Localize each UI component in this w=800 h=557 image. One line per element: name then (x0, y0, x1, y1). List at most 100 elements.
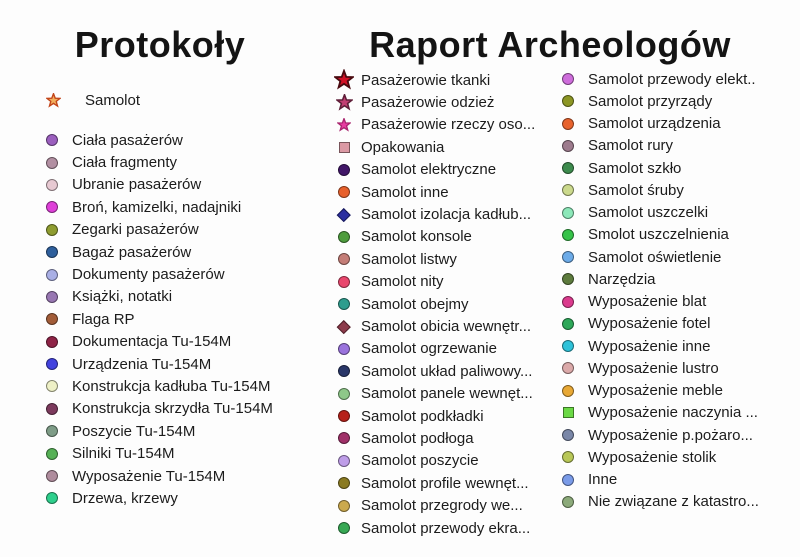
legend-item[interactable]: Samolot obicia wewnętr... (334, 315, 535, 337)
legend-item[interactable]: Ciała pasażerów (45, 129, 273, 151)
legend-item[interactable]: Dokumenty pasażerów (45, 263, 273, 285)
legend-item[interactable]: Opakowania (334, 136, 535, 158)
legend-item-label: Wyposażenie fotel (588, 315, 711, 333)
dot-icon (560, 251, 576, 264)
legend-item-label: Samolot układ paliwowy... (361, 362, 533, 380)
legend-item[interactable]: Książki, notatki (45, 286, 273, 308)
legend-item-label: Pasażerowie rzeczy oso... (361, 116, 536, 134)
legend-item[interactable]: Samolot układ paliwowy... (334, 360, 535, 382)
legend-item[interactable]: Ubranie pasażerów (45, 174, 273, 196)
legend-item[interactable]: Samolot profile wewnęt... (334, 472, 535, 494)
legend-item[interactable]: Samolot konsole (334, 226, 535, 248)
dot-icon (334, 365, 354, 378)
legend-item[interactable]: Samolot listwy (334, 248, 535, 270)
legend-item-label: Samolot elektryczne (361, 161, 497, 179)
legend-item[interactable]: Samolot nity (334, 271, 535, 293)
legend-item[interactable]: Flaga RP (45, 308, 273, 330)
legend-item-label: Samolot listwy (361, 250, 457, 268)
legend-item[interactable]: Samolot inne (334, 181, 535, 203)
legend-item[interactable]: Samolot podłoga (334, 427, 535, 449)
legend-item[interactable]: Samolot śruby (560, 179, 759, 201)
legend-item[interactable]: Samolot przegrody we... (334, 494, 535, 516)
legend-item-label: Samolot konsole (361, 228, 472, 246)
dot-icon (560, 73, 576, 86)
legend-item[interactable]: Wyposażenie stolik (560, 446, 759, 468)
dot-icon (560, 317, 576, 330)
protokoly-title: Protokoły (74, 24, 246, 65)
legend-item[interactable]: Samolot panele wewnęt... (334, 382, 535, 404)
legend-item[interactable]: Inne (560, 469, 759, 491)
dot-icon (45, 246, 58, 259)
legend-item[interactable]: Samolot elektryczne (334, 159, 535, 181)
legend-item[interactable]: Pasażerowie rzeczy oso... (334, 114, 535, 136)
legend-item[interactable]: Konstrukcja kadłuba Tu-154M (45, 375, 273, 397)
legend-item-label: Samolot śruby (588, 181, 684, 199)
dot-icon (560, 95, 576, 108)
legend-item[interactable]: Drzewa, krzewy (45, 487, 273, 509)
legend-item-label: Wyposażenie blat (588, 293, 707, 311)
legend-item-label: Samolot podłoga (361, 429, 474, 447)
legend-item[interactable]: Wyposażenie fotel (560, 313, 759, 335)
legend-item[interactable]: Narzędzia (560, 268, 759, 290)
legend-item[interactable]: Samolot podkładki (334, 405, 535, 427)
legend-item[interactable]: Samolot ogrzewanie (334, 338, 535, 360)
legend-item[interactable]: Zegarki pasażerów (45, 219, 273, 241)
legend-item-label: Samolot obicia wewnętr... (361, 317, 532, 335)
legend-item[interactable]: Poszycie Tu-154M (45, 420, 273, 442)
dot-icon (334, 454, 354, 467)
legend-item[interactable]: Bagaż pasażerów (45, 241, 273, 263)
dot-icon (45, 156, 58, 169)
legend-item[interactable]: Samolot przyrządy (560, 90, 759, 112)
legend-item[interactable]: Ciała fragmenty (45, 151, 273, 173)
legend-item[interactable]: Nie związane z katastro... (560, 491, 759, 513)
legend-item-label: Opakowania (361, 138, 445, 156)
square-icon (334, 141, 354, 153)
dot-icon (560, 340, 576, 353)
legend-item[interactable]: Smolot uszczelnienia (560, 224, 759, 246)
legend-item-label: Samolot przyrządy (588, 92, 713, 110)
dot-icon (45, 134, 58, 147)
legend-item-label: Konstrukcja kadłuba Tu-154M (72, 377, 271, 395)
legend-item[interactable]: Samolot izolacja kadłub... (334, 203, 535, 225)
legend-item[interactable]: Wyposażenie lustro (560, 357, 759, 379)
legend-item[interactable]: Samolot poszycie (334, 450, 535, 472)
legend-item[interactable]: Wyposażenie p.pożaro... (560, 424, 759, 446)
legend-item-label: Samolot oświetlenie (588, 248, 722, 266)
star-icon (45, 92, 61, 108)
legend-item-label: Samolot urządzenia (588, 115, 721, 133)
legend-item[interactable]: Samolot rury (560, 135, 759, 157)
legend-item[interactable]: Samolot przewody elekt.. (560, 68, 759, 90)
legend-item-label: Dokumentacja Tu-154M (72, 333, 232, 351)
dot-icon (334, 387, 354, 400)
legend-item[interactable]: Wyposażenie inne (560, 335, 759, 357)
legend-item[interactable]: Samolot obejmy (334, 293, 535, 315)
legend-item[interactable]: Wyposażenie meble (560, 380, 759, 402)
legend-item[interactable]: Wyposażenie Tu-154M (45, 465, 273, 487)
legend-item[interactable]: Silniki Tu-154M (45, 442, 273, 464)
square-icon (560, 407, 576, 419)
legend-item[interactable]: Konstrukcja skrzydła Tu-154M (45, 398, 273, 420)
legend-item[interactable]: Broń, kamizelki, nadajniki (45, 196, 273, 218)
legend-item[interactable]: Samolot uszczelki (560, 202, 759, 224)
dot-icon (560, 295, 576, 308)
dot-icon (334, 432, 354, 445)
diamond-icon (334, 207, 354, 222)
legend-item-label: Pasażerowie tkanki (361, 71, 491, 89)
legend-item[interactable]: Samolot oświetlenie (560, 246, 759, 268)
legend-item-label: Bagaż pasażerów (72, 243, 192, 261)
legend-item[interactable]: Samolot przewody ekra... (334, 517, 535, 539)
raport-archeologow-title: Raport Archeologów (369, 24, 731, 65)
legend-item[interactable]: Dokumentacja Tu-154M (45, 331, 273, 353)
dot-icon (334, 230, 354, 243)
dot-icon (334, 342, 354, 355)
legend-item[interactable]: Pasażerowie tkanki (334, 69, 535, 91)
legend-item[interactable]: Samolot szkło (560, 157, 759, 179)
dot-icon (560, 362, 576, 375)
legend-item[interactable]: Wyposażenie blat (560, 291, 759, 313)
legend-item[interactable]: Wyposażenie naczynia ... (560, 402, 759, 424)
samolot-header-item[interactable]: Samolot (45, 89, 140, 111)
legend-item[interactable]: Pasażerowie odzież (334, 91, 535, 113)
dot-icon (560, 228, 576, 241)
legend-item[interactable]: Urządzenia Tu-154M (45, 353, 273, 375)
legend-item[interactable]: Samolot urządzenia (560, 113, 759, 135)
